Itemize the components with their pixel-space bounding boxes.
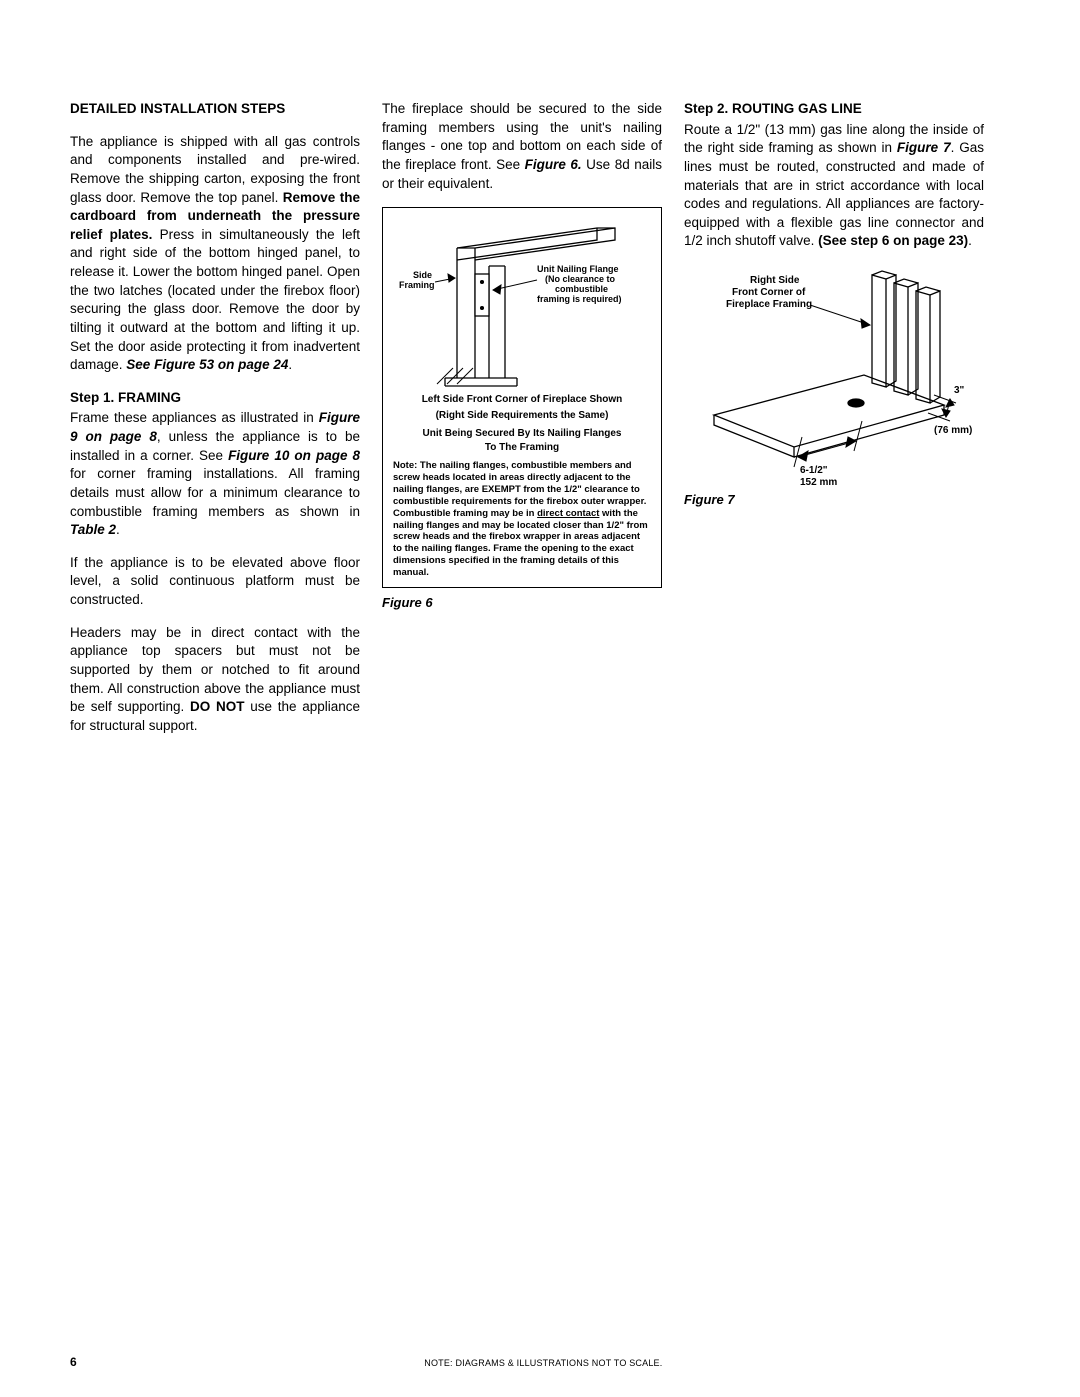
text: Frame these appliances as illustrated in — [70, 410, 319, 425]
column-2: The fireplace should be secured to the s… — [382, 100, 662, 749]
text: . — [968, 233, 972, 248]
step2-heading: Step 2. ROUTING GAS LINE — [684, 100, 984, 119]
text-ref: Table 2 — [70, 522, 116, 537]
figure-7-diagram: Right Side Front Corner of Fireplace Fra… — [684, 265, 974, 485]
figure-6-number: Figure 6 — [382, 594, 662, 612]
label-side-framing: SideFraming — [399, 270, 435, 290]
label-right-side: Right Side Front Corner of Fireplace Fra… — [726, 275, 812, 310]
label-nailing-flange: Unit Nailing Flange (No clearance to com… — [537, 264, 622, 304]
text-bold: DO NOT — [190, 699, 244, 714]
figure-6-caption-2b: To The Framing — [393, 442, 651, 454]
step1-p2: If the appliance is to be elevated above… — [70, 554, 360, 610]
text: . — [116, 522, 120, 537]
text: . — [288, 357, 292, 372]
figure-6-box: SideFraming Unit Nailing Flange (No clea… — [382, 207, 662, 588]
text-ref: See Figure 53 on page 24 — [126, 357, 288, 372]
figure-6-caption-1a: Left Side Front Corner of Fireplace Show… — [393, 394, 651, 406]
step1-p1: Frame these appliances as illustrated in… — [70, 409, 360, 539]
text: Press in simultaneously the left and rig… — [70, 227, 360, 372]
figure-6-caption-2a: Unit Being Secured By Its Nailing Flange… — [393, 428, 651, 440]
figure-7-number: Figure 7 — [684, 491, 984, 509]
step1-heading: Step 1. FRAMING — [70, 389, 360, 408]
step1-p3: Headers may be in direct contact with th… — [70, 624, 360, 736]
figure-6-caption-1b: (Right Side Requirements the Same) — [393, 410, 651, 422]
column-3: Step 2. ROUTING GAS LINE Route a 1/2" (1… — [684, 100, 984, 749]
text-bold: (See step 6 on page 23) — [818, 233, 968, 248]
figure-6-diagram: SideFraming Unit Nailing Flange (No clea… — [397, 218, 647, 388]
step2-p1: Route a 1/2" (13 mm) gas line along the … — [684, 121, 984, 251]
footer-note: NOTE: DIAGRAMS & ILLUSTRATIONS NOT TO SC… — [424, 1358, 662, 1368]
text-ref: Figure 7 — [897, 140, 951, 155]
page-footer: 6 NOTE: DIAGRAMS & ILLUSTRATIONS NOT TO … — [70, 1355, 1020, 1369]
dim-6half: 6-1/2" 152 mm — [800, 465, 837, 485]
text-ref: Figure 6. — [525, 157, 582, 172]
text-ref: Figure 10 on page 8 — [228, 448, 360, 463]
text-underline: direct contact — [537, 508, 599, 519]
page-content: DETAILED INSTALLATION STEPS The applianc… — [70, 100, 1020, 749]
page-number: 6 — [70, 1355, 77, 1369]
text: for corner framing installations. All fr… — [70, 466, 360, 518]
column-1: DETAILED INSTALLATION STEPS The applianc… — [70, 100, 360, 749]
section-heading: DETAILED INSTALLATION STEPS — [70, 100, 360, 119]
col2-p1: The fireplace should be secured to the s… — [382, 100, 662, 193]
intro-paragraph: The appliance is shipped with all gas co… — [70, 133, 360, 375]
figure-6-note: Note: The nailing flanges, combustible m… — [393, 460, 651, 579]
figure-7: Right Side Front Corner of Fireplace Fra… — [684, 265, 984, 485]
